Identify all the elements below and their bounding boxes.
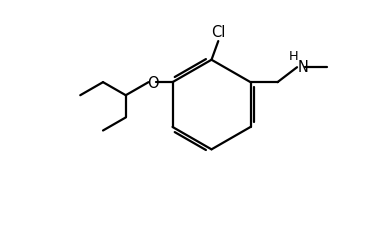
- Text: N: N: [298, 59, 309, 74]
- Text: H: H: [288, 50, 298, 63]
- Text: Cl: Cl: [211, 25, 225, 40]
- Text: O: O: [147, 75, 159, 90]
